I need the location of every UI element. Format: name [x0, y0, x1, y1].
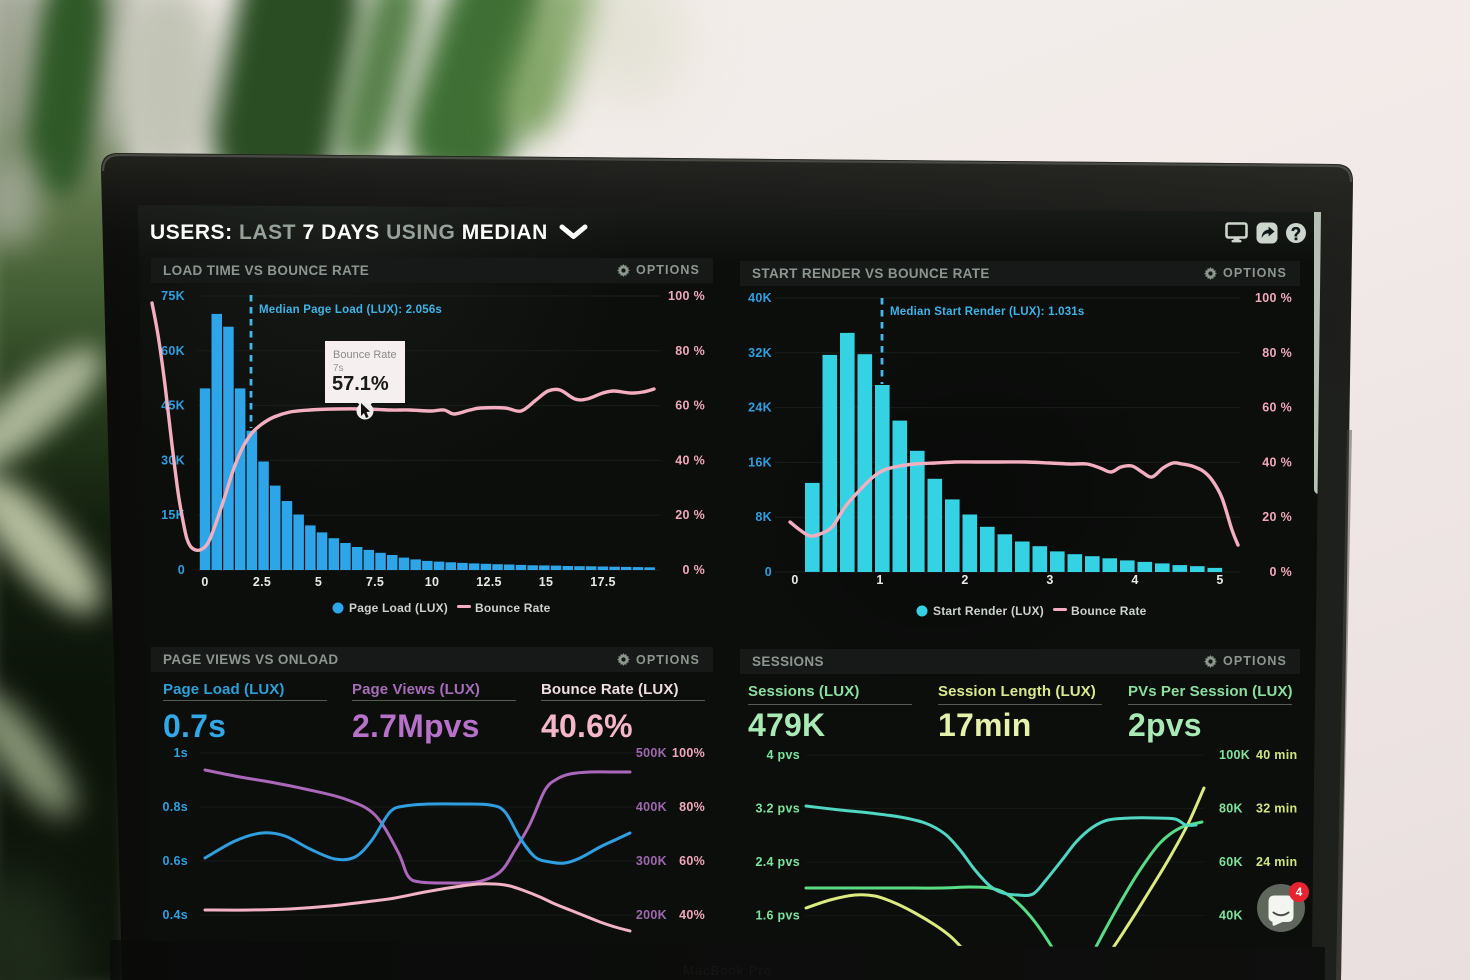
svg-text:0.8s: 0.8s [162, 800, 188, 814]
svg-text:Bounce Rate: Bounce Rate [1071, 604, 1147, 618]
svg-text:Page Views (LUX): Page Views (LUX) [352, 681, 480, 698]
svg-text:0 %: 0 % [1270, 565, 1292, 579]
svg-text:2pvs: 2pvs [1128, 707, 1202, 743]
svg-text:0: 0 [201, 575, 208, 589]
svg-text:Bounce Rate: Bounce Rate [475, 601, 551, 615]
svg-text:24 min: 24 min [1256, 855, 1297, 869]
svg-text:40 min: 40 min [1256, 748, 1297, 762]
svg-text:200K: 200K [636, 908, 667, 922]
svg-text:2: 2 [961, 573, 968, 587]
svg-text:16K: 16K [748, 455, 772, 469]
svg-text:5: 5 [1216, 573, 1223, 587]
svg-text:Median Page Load (LUX): 2.056s: Median Page Load (LUX): 2.056s [259, 304, 442, 316]
svg-text:17.5: 17.5 [590, 575, 616, 589]
svg-text:0.7s: 0.7s [163, 708, 226, 744]
svg-text:100%: 100% [672, 746, 705, 760]
svg-text:1.6 pvs: 1.6 pvs [756, 909, 801, 923]
svg-text:100 %: 100 % [1255, 291, 1292, 305]
svg-text:80 %: 80 % [1262, 346, 1292, 360]
svg-text:57.1%: 57.1% [332, 373, 389, 395]
svg-text:3: 3 [1046, 573, 1053, 587]
svg-text:0.4s: 0.4s [162, 908, 188, 922]
svg-text:20 %: 20 % [1262, 510, 1292, 524]
svg-text:60K: 60K [161, 344, 185, 358]
svg-text:45K: 45K [161, 399, 185, 413]
svg-text:100K: 100K [1219, 748, 1250, 762]
svg-text:PVs Per Session (LUX): PVs Per Session (LUX) [1128, 683, 1293, 700]
svg-text:40%: 40% [679, 908, 705, 922]
svg-text:20 %: 20 % [675, 508, 705, 522]
svg-text:60K: 60K [1219, 855, 1243, 869]
svg-text:7s: 7s [333, 363, 344, 374]
svg-text:1: 1 [876, 573, 883, 587]
svg-text:1s: 1s [173, 746, 188, 760]
svg-text:75K: 75K [161, 289, 185, 303]
svg-text:32 min: 32 min [1256, 802, 1297, 816]
svg-text:7.5: 7.5 [366, 575, 384, 589]
svg-text:60 %: 60 % [675, 399, 705, 413]
svg-text:0: 0 [178, 563, 185, 577]
svg-text:Page Load (LUX): Page Load (LUX) [349, 601, 448, 615]
svg-text:0: 0 [765, 565, 772, 579]
svg-text:80%: 80% [679, 800, 705, 814]
svg-text:15: 15 [539, 575, 554, 589]
svg-text:Session Length (LUX): Session Length (LUX) [938, 683, 1096, 700]
svg-text:0: 0 [791, 573, 798, 587]
svg-text:300K: 300K [636, 854, 667, 868]
svg-text:17min: 17min [938, 707, 1031, 743]
svg-text:Sessions (LUX): Sessions (LUX) [748, 683, 859, 700]
svg-text:40K: 40K [748, 291, 772, 305]
svg-text:479K: 479K [748, 707, 825, 743]
svg-text:Bounce Rate: Bounce Rate [333, 349, 397, 361]
svg-text:10: 10 [425, 575, 440, 589]
svg-text:60%: 60% [679, 854, 705, 868]
svg-text:60 %: 60 % [1262, 401, 1292, 415]
svg-text:500K: 500K [636, 746, 667, 760]
svg-text:40K: 40K [1219, 909, 1243, 923]
svg-text:24K: 24K [748, 401, 772, 415]
svg-text:40 %: 40 % [675, 453, 705, 467]
svg-text:400K: 400K [636, 800, 667, 814]
svg-text:32K: 32K [748, 346, 772, 360]
svg-text:Start Render (LUX): Start Render (LUX) [933, 604, 1044, 618]
svg-text:40 %: 40 % [1262, 455, 1292, 469]
svg-text:40.6%: 40.6% [541, 708, 633, 744]
svg-text:15K: 15K [161, 508, 185, 522]
svg-text:12.5: 12.5 [476, 575, 502, 589]
svg-text:Page Load (LUX): Page Load (LUX) [163, 681, 285, 698]
svg-text:4 pvs: 4 pvs [767, 748, 800, 762]
svg-text:80 %: 80 % [675, 344, 705, 358]
svg-text:0.6s: 0.6s [162, 854, 188, 868]
svg-text:2.7Mpvs: 2.7Mpvs [352, 708, 480, 744]
svg-text:100 %: 100 % [668, 289, 705, 303]
svg-text:4: 4 [1131, 573, 1138, 587]
svg-text:Bounce Rate (LUX): Bounce Rate (LUX) [541, 681, 679, 698]
svg-text:3.2 pvs: 3.2 pvs [756, 802, 801, 816]
svg-text:80K: 80K [1219, 802, 1243, 816]
svg-text:0 %: 0 % [683, 563, 705, 577]
svg-text:2.4 pvs: 2.4 pvs [756, 855, 801, 869]
svg-text:2.5: 2.5 [253, 575, 271, 589]
svg-text:8K: 8K [755, 510, 772, 524]
svg-text:5: 5 [315, 575, 322, 589]
svg-text:Median Start Render (LUX): 1.0: Median Start Render (LUX): 1.031s [890, 306, 1084, 318]
